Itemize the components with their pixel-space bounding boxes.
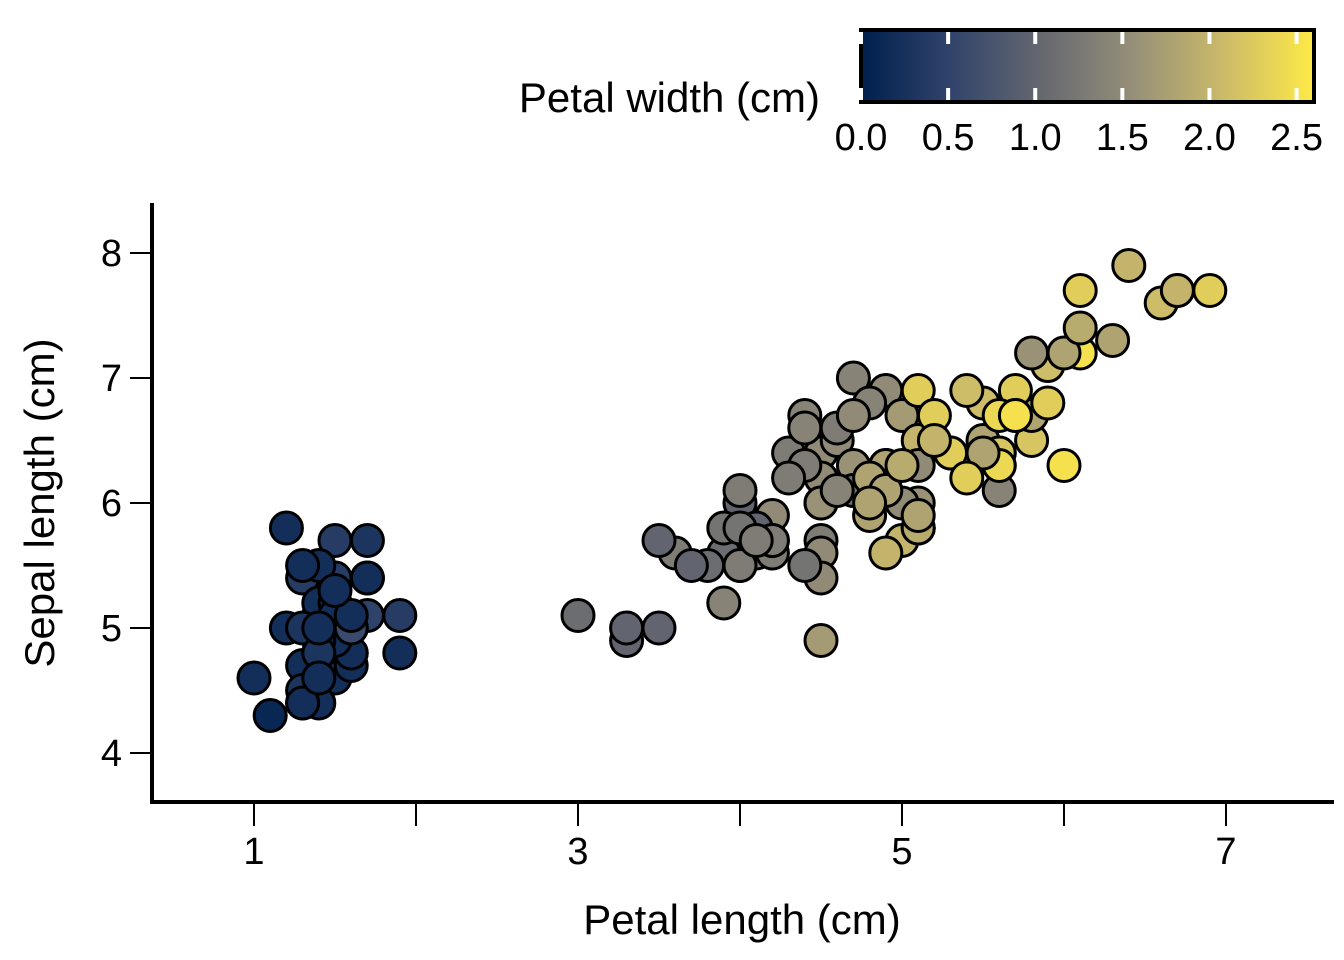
data-point (722, 473, 758, 508)
data-point (317, 573, 353, 608)
data-point (803, 623, 839, 658)
y-tick-label: 5 (101, 608, 122, 650)
y-tick-label: 7 (101, 358, 122, 400)
colorbar-gradient (859, 28, 1316, 104)
x-axis-ticks: 1 3 5 7 (243, 802, 1237, 873)
colorbar-tick-label: 1.0 (1009, 117, 1062, 159)
data-point (285, 548, 321, 583)
colorbar-ticks: 0.0 0.5 1.0 1.5 2.0 2.5 (835, 32, 1323, 159)
data-point (1062, 310, 1098, 346)
y-tick-label: 4 (101, 733, 122, 775)
data-point (349, 523, 385, 558)
colorbar-legend: Petal width (cm) 0.0 0.5 1.0 1.5 2.0 2.5 (519, 28, 1323, 159)
data-point (787, 548, 823, 583)
x-tick-label: 3 (567, 831, 588, 873)
data-point (641, 610, 677, 646)
data-point (738, 523, 774, 558)
data-point (949, 373, 985, 408)
data-point (382, 635, 418, 671)
data-point (706, 585, 742, 621)
colorbar-tick-label: 1.5 (1096, 117, 1149, 159)
colorbar-tick-label: 0.0 (835, 117, 888, 159)
data-point (1192, 273, 1228, 308)
data-point (787, 410, 823, 446)
colorbar-tick-label: 0.5 (922, 117, 975, 159)
x-tick-label: 7 (1215, 831, 1236, 873)
x-tick-label: 5 (891, 831, 912, 873)
data-point (965, 435, 1001, 471)
x-tick-label: 1 (243, 831, 264, 873)
data-point (382, 598, 418, 633)
colorbar-tick-label: 2.0 (1183, 117, 1236, 159)
data-point (333, 598, 369, 633)
data-point (349, 560, 385, 596)
data-point (1014, 335, 1050, 371)
data-point (268, 510, 304, 546)
data-point (609, 610, 645, 646)
data-point (916, 423, 952, 458)
data-point (852, 485, 888, 521)
data-point (997, 398, 1033, 433)
data-point (771, 460, 807, 496)
y-axis-ticks: 4 5 6 7 8 (101, 233, 152, 775)
data-point (301, 660, 337, 696)
y-tick-label: 8 (101, 233, 122, 275)
data-point (1159, 273, 1195, 308)
data-point (1046, 448, 1082, 483)
data-point (673, 548, 709, 583)
data-points (236, 248, 1228, 733)
colorbar-tick-label: 2.5 (1270, 117, 1323, 159)
data-point (819, 473, 855, 508)
data-point (835, 398, 871, 433)
data-point (1095, 323, 1131, 358)
data-point (285, 685, 321, 721)
data-point (301, 610, 337, 646)
x-axis-title: Petal length (cm) (583, 896, 900, 943)
data-point (722, 548, 758, 583)
data-point (949, 460, 985, 496)
y-tick-label: 6 (101, 483, 122, 525)
data-point (868, 535, 904, 571)
data-point (884, 448, 920, 483)
data-point (900, 373, 936, 408)
data-point (1111, 248, 1147, 283)
data-point (900, 498, 936, 533)
data-point (560, 598, 596, 633)
data-point (1030, 385, 1066, 421)
data-point (236, 660, 272, 696)
data-point (835, 360, 871, 396)
colorbar-title: Petal width (cm) (519, 74, 820, 121)
data-point (252, 698, 288, 733)
data-point (1062, 273, 1098, 308)
y-axis-title: Sepal length (cm) (16, 338, 63, 667)
plot-axes: 1 3 5 7 4 5 6 7 8 Petal length (cm) Sepal lengt… (16, 203, 1334, 943)
data-point (641, 523, 677, 558)
